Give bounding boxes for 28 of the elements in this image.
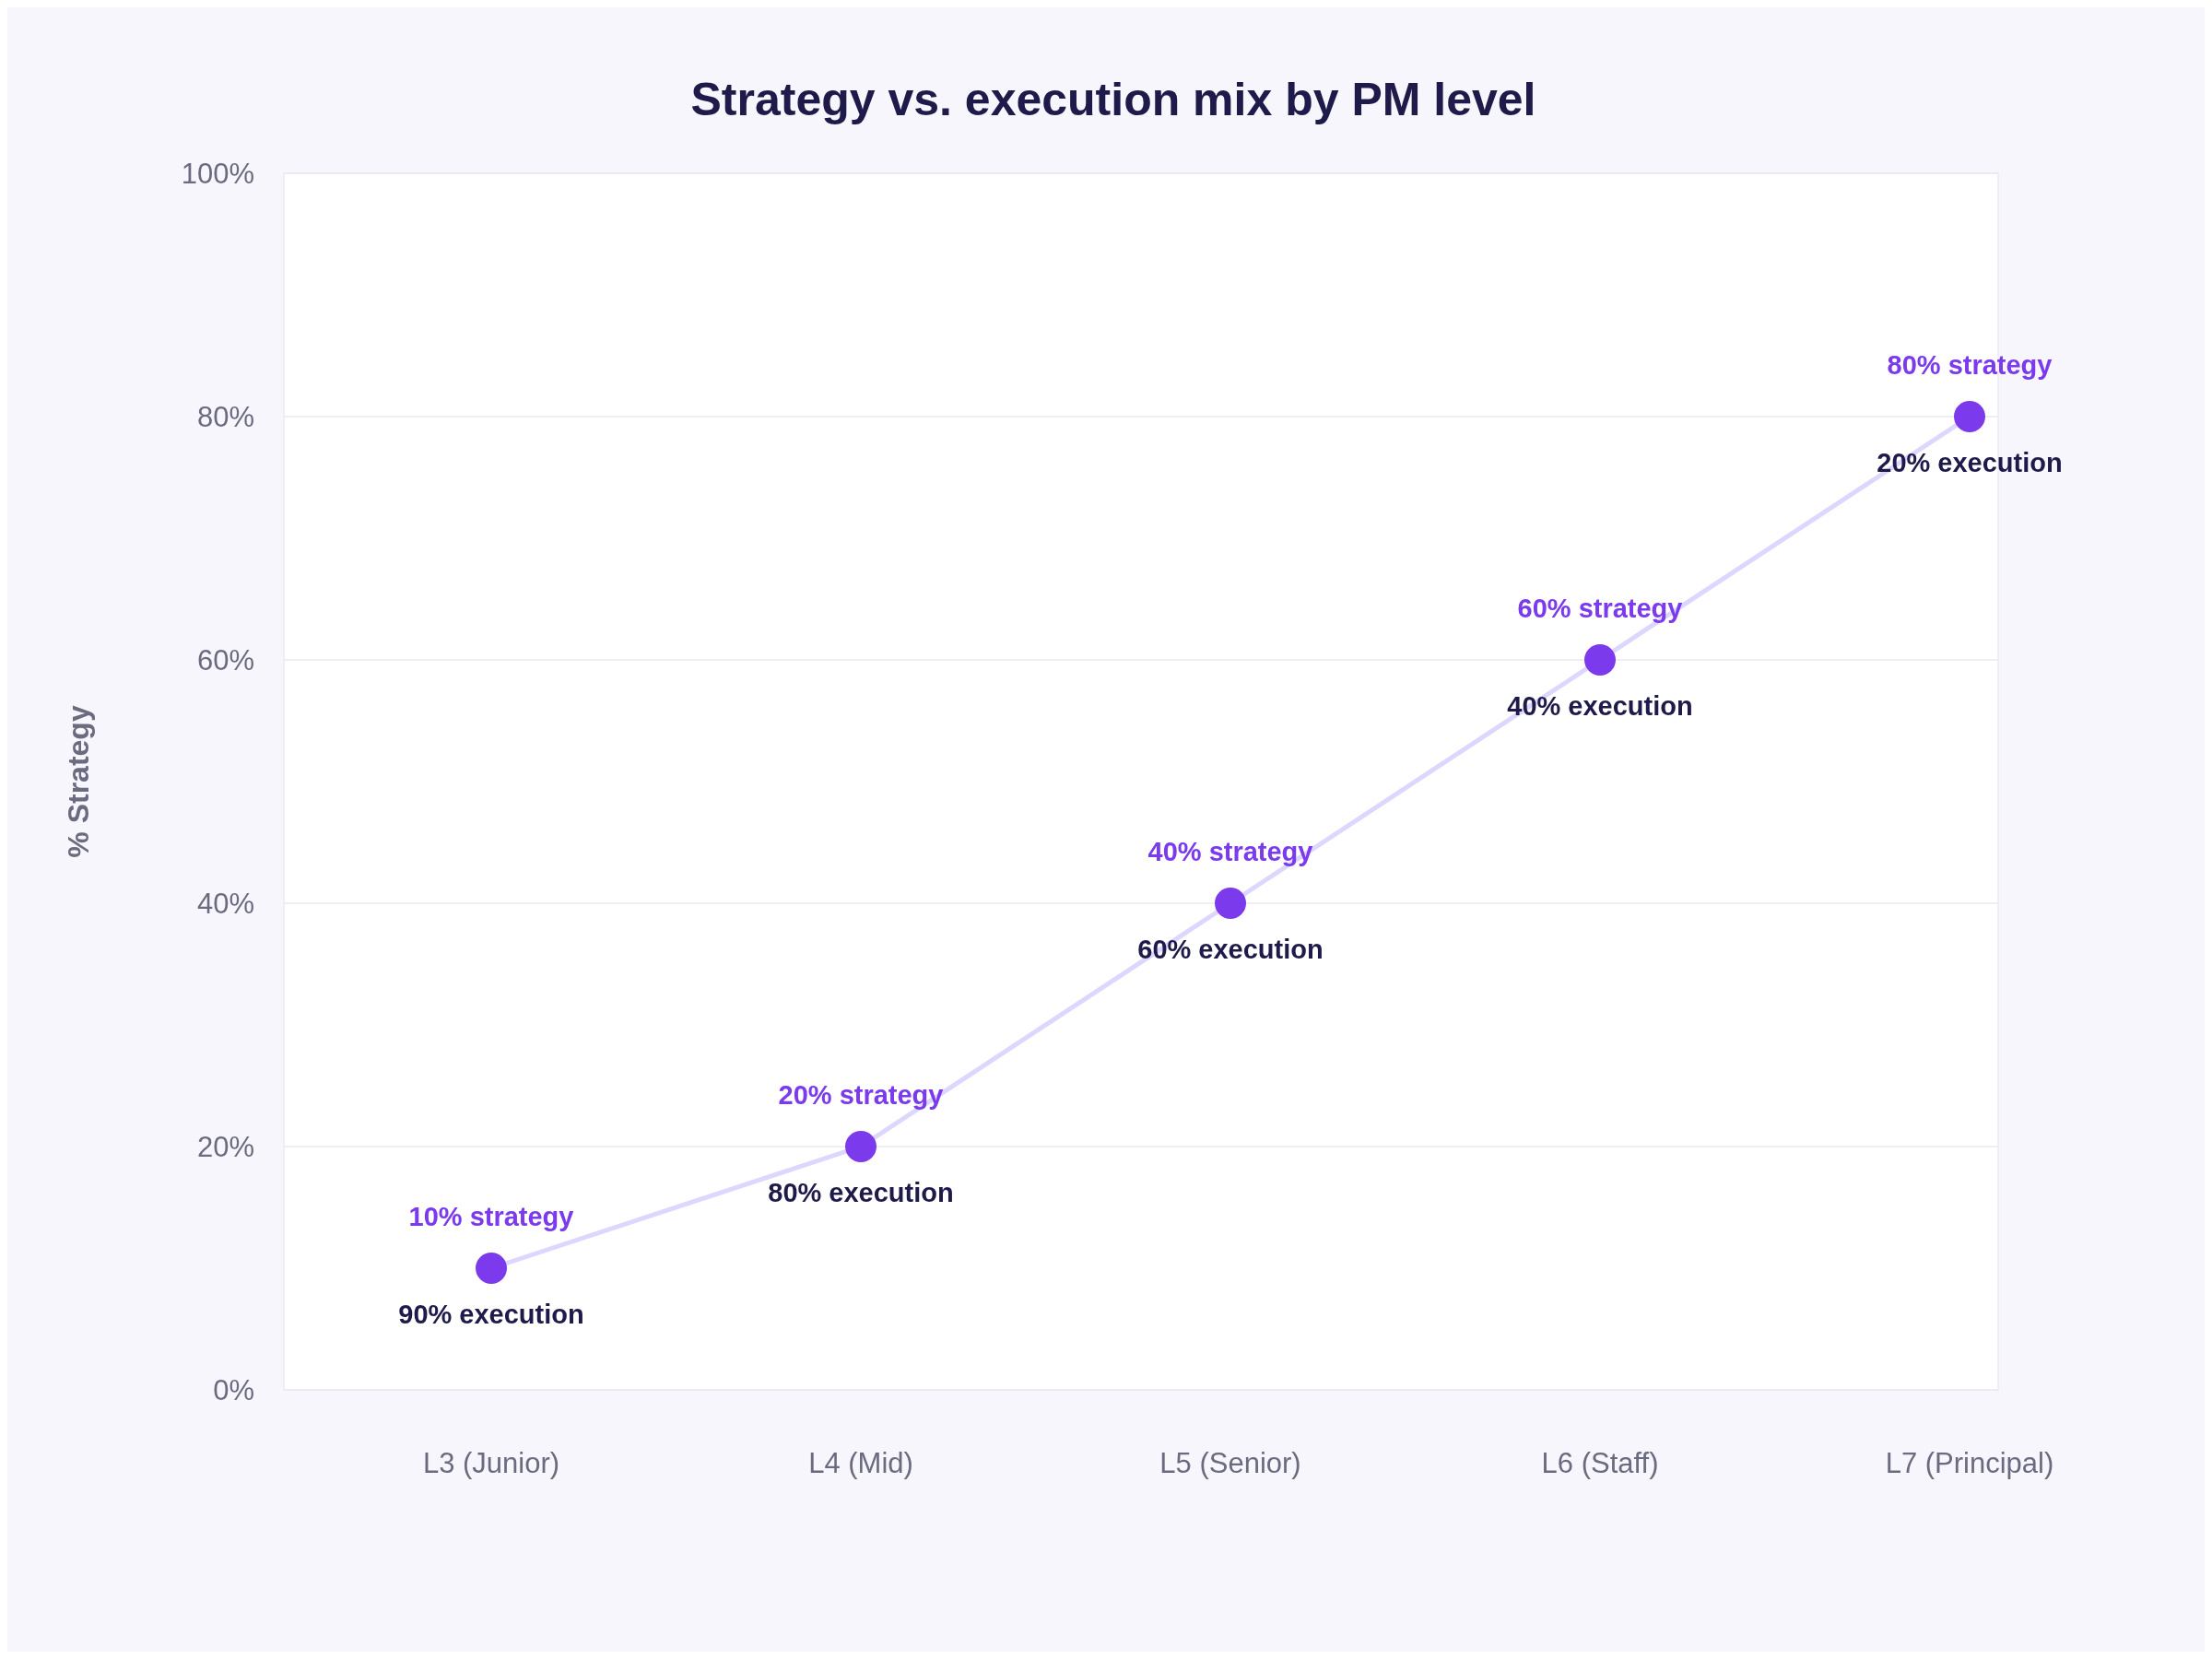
data-label: 20% strategy [778,1080,944,1110]
point [845,1131,877,1162]
data-label: 80% strategy [1887,350,2053,380]
point [1584,644,1616,676]
point [1954,401,1985,432]
x-tick-label: L5 (Senior) [1159,1447,1301,1479]
point [1215,888,1246,919]
y-tick-label: 100% [181,157,254,190]
annotation: 80% execution [768,1178,954,1207]
data-label: 60% strategy [1517,594,1683,623]
x-tick-label: L6 (Staff) [1541,1447,1659,1479]
y-tick-label: 60% [196,643,254,677]
chart-title: Strategy vs. execution mix by PM level [690,74,1536,125]
x-tick-label: L4 (Mid) [808,1447,913,1479]
x-tick-label: L3 (Junior) [422,1447,560,1479]
annotation: 40% execution [1507,691,1693,721]
y-tick-label: 80% [196,400,254,433]
x-tick-label: L7 (Principal) [1885,1447,2054,1479]
annotation: 60% execution [1137,935,1324,964]
annotation: 90% execution [398,1300,584,1329]
y-axis-title: % Strategy [62,705,95,858]
y-tick-label: 20% [196,1130,254,1163]
data-label: 10% strategy [408,1202,574,1231]
data-label: 40% strategy [1147,837,1313,866]
annotation: 20% execution [1877,448,2063,477]
y-tick-label: 0% [213,1373,254,1406]
point [476,1253,507,1284]
y-tick-label: 40% [196,887,254,920]
